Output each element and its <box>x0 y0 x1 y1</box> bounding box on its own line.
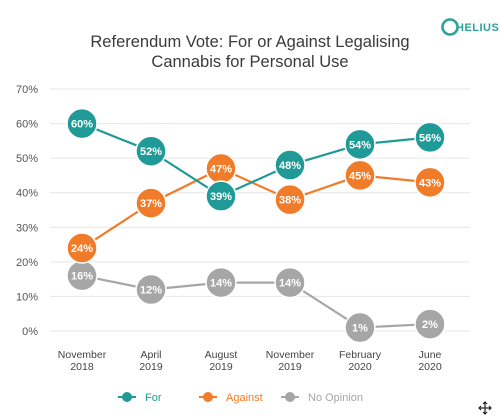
data-point <box>205 266 237 299</box>
x-tick-label: February 2020 <box>339 349 382 373</box>
data-point <box>344 311 376 344</box>
chart-title-line-1: Referendum Vote: For or Against Legalisi… <box>90 33 409 51</box>
data-label: 1% <box>352 323 368 335</box>
y-axis: 0% 10% 20% 30% 40% 50% 60% 70% <box>16 84 38 338</box>
data-label: 14% <box>210 278 232 290</box>
data-label: 45% <box>349 170 371 182</box>
legend-swatch-marker <box>122 392 132 402</box>
x-axis: November 2018 April 2019 August 2019 November 2… <box>58 349 442 373</box>
data-label: 12% <box>140 285 162 297</box>
data-point <box>135 273 167 306</box>
data-label: 52% <box>140 146 162 158</box>
y-tick-label: 0% <box>22 326 38 338</box>
data-label: 37% <box>140 198 162 210</box>
data-label: 56% <box>419 132 441 144</box>
x-tick-label: November 2019 <box>266 349 315 373</box>
data-point <box>274 183 306 216</box>
legend-swatch-marker <box>203 392 213 402</box>
data-point <box>414 308 446 340</box>
x-tick-label: April 2019 <box>139 349 163 373</box>
chart-title-line-2: Cannabis for Personal Use <box>151 53 348 71</box>
x-tick-label: June 2020 <box>418 349 442 373</box>
data-point <box>414 166 446 199</box>
data-label: 2% <box>422 319 438 331</box>
data-label: 39% <box>210 191 232 203</box>
y-tick-label: 20% <box>16 257 38 269</box>
y-tick-label: 50% <box>16 153 38 165</box>
series: 16% 12% 14% 14% 1% 2% 24% 37% 47% 38% 45% 43% 60% 52%… <box>66 107 446 344</box>
data-point <box>135 187 167 219</box>
y-tick-label: 30% <box>16 222 38 234</box>
data-label: 16% <box>71 271 93 283</box>
data-label: 38% <box>279 195 301 207</box>
legend-label: No Opinion <box>308 392 363 404</box>
data-label: 60% <box>71 119 93 131</box>
helius-logo: HELIUS <box>441 18 499 36</box>
data-point <box>66 232 98 264</box>
data-point <box>414 121 446 154</box>
data-point <box>274 266 306 299</box>
data-point <box>66 107 98 140</box>
logo-text: HELIUS <box>456 22 499 34</box>
x-tick-label: November 2018 <box>58 349 107 373</box>
logo-icon <box>441 18 459 36</box>
data-label: 54% <box>349 139 371 151</box>
data-point <box>344 128 376 161</box>
data-point <box>205 180 237 212</box>
data-label: 24% <box>71 243 93 255</box>
legend-label: For <box>145 392 162 404</box>
data-label: 48% <box>279 160 301 172</box>
y-tick-label: 60% <box>16 119 38 131</box>
series-line-no-opinion <box>81 274 431 329</box>
legend-label: Against <box>226 392 263 404</box>
y-tick-label: 70% <box>16 84 38 96</box>
data-label: 43% <box>419 177 441 189</box>
legend: For Against No Opinion <box>118 392 363 404</box>
data-point <box>344 159 376 192</box>
x-tick-label: August 2019 <box>205 349 238 373</box>
data-label: 47% <box>210 164 232 176</box>
y-tick-label: 40% <box>16 188 38 200</box>
y-tick-label: 10% <box>16 291 38 303</box>
data-point <box>274 149 306 181</box>
legend-swatch-marker <box>285 392 295 402</box>
move-cursor-icon <box>478 401 492 415</box>
grid <box>50 88 470 332</box>
data-label: 14% <box>279 278 301 290</box>
data-point <box>135 135 167 167</box>
